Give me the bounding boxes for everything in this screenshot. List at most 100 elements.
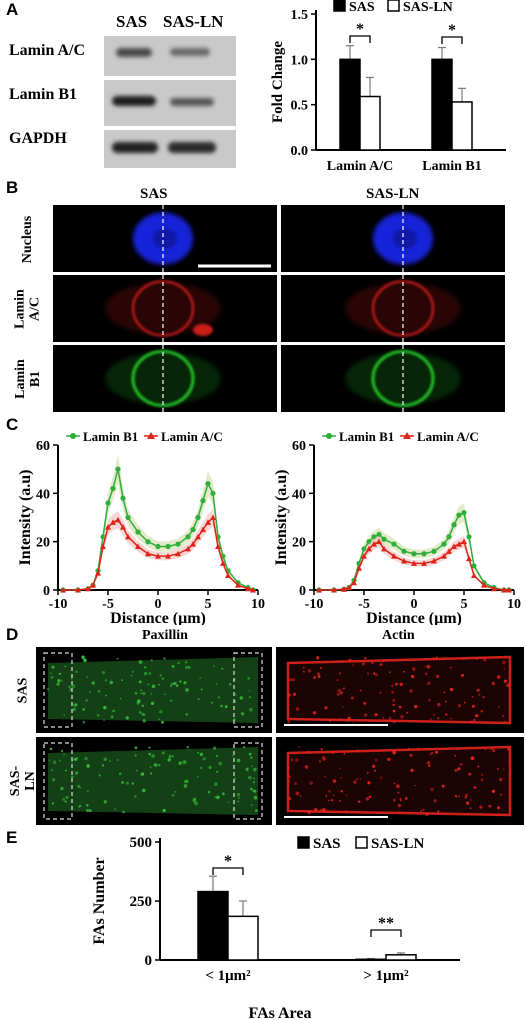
speckle: [496, 767, 500, 770]
panel-c-label: C: [6, 415, 19, 434]
speckle: [299, 795, 302, 797]
speckle: [159, 674, 162, 677]
roi-box: [43, 652, 73, 728]
speckle: [395, 682, 398, 686]
speckle: [374, 713, 378, 717]
significance-marker: *: [448, 22, 456, 39]
speckle: [236, 758, 241, 763]
speckle: [309, 781, 314, 785]
y-tick-label: 60: [36, 439, 50, 454]
speckle: [49, 672, 52, 675]
x-tick-label: 10: [251, 597, 265, 612]
speckle: [320, 808, 322, 811]
data-point: [376, 538, 382, 545]
speckle: [471, 704, 475, 708]
speckle: [138, 711, 142, 714]
speckle: [131, 670, 135, 673]
speckle: [338, 800, 341, 802]
speckle: [151, 754, 155, 758]
bar: [359, 95, 381, 151]
speckle: [424, 672, 428, 676]
speckle: [148, 746, 151, 749]
significance-bracket: [441, 36, 463, 44]
legend-marker: [147, 432, 155, 439]
speckle: [371, 661, 374, 665]
data-point: [175, 550, 181, 557]
speckle: [398, 811, 401, 814]
speckle: [348, 658, 352, 662]
speckle: [295, 791, 300, 796]
speckle: [164, 693, 166, 696]
data-point: [120, 495, 126, 501]
speckle: [424, 665, 427, 668]
series-line: [63, 515, 254, 591]
y-axis-label: Intensity (a.u): [17, 469, 34, 565]
data-point: [381, 545, 387, 552]
speckle: [213, 746, 217, 750]
data-point: [210, 490, 216, 496]
speckle: [432, 656, 435, 659]
significance-marker: *: [224, 853, 232, 870]
speckle: [430, 787, 434, 792]
data-point: [205, 519, 211, 525]
cytoplasm-stain: [345, 352, 461, 405]
speckle: [470, 799, 472, 801]
legend-swatch: [355, 836, 368, 849]
speckle: [247, 677, 250, 680]
speckle: [150, 693, 152, 695]
speckle: [470, 720, 474, 724]
speckle: [504, 656, 507, 659]
speckle: [288, 780, 291, 783]
speckle: [286, 766, 290, 770]
speckle: [445, 713, 448, 716]
data-point: [401, 548, 407, 554]
roi-box: [43, 742, 73, 820]
data-point: [155, 553, 161, 559]
speckle: [76, 757, 79, 759]
cell-outline: [286, 655, 512, 725]
speckle: [352, 722, 355, 724]
data-point: [431, 548, 437, 554]
bar: [431, 58, 453, 151]
speckle: [214, 796, 216, 798]
speckle: [313, 676, 316, 679]
roi-box: [233, 742, 263, 820]
speckle: [416, 748, 420, 751]
blot-strip-lamin-b1: [104, 80, 236, 126]
speckle: [393, 782, 396, 785]
speckle: [399, 797, 402, 800]
speckle: [148, 672, 151, 675]
speckle: [153, 763, 158, 767]
speckle: [400, 714, 404, 719]
speckle: [116, 657, 119, 660]
data-point: [115, 466, 121, 472]
speckle: [316, 656, 320, 660]
speckle: [492, 748, 496, 752]
data-point: [135, 543, 141, 549]
data-point: [411, 560, 417, 566]
speckle: [426, 761, 431, 765]
speckle: [48, 759, 51, 761]
speckle: [199, 752, 204, 757]
speckle: [435, 750, 439, 754]
speckle: [463, 701, 466, 704]
speckle: [158, 718, 160, 721]
speckle: [216, 795, 220, 800]
data-point: [456, 541, 462, 547]
speckle: [373, 672, 376, 675]
speckle: [365, 797, 370, 801]
speckle: [371, 764, 376, 768]
speckle: [65, 769, 67, 772]
speckle: [392, 719, 396, 724]
speckle: [86, 790, 89, 793]
chart-e: 0 250 500 FAs Number < 1μm² * > 1μm² ** SAS SAS-L…: [91, 835, 460, 1020]
speckle: [392, 703, 395, 706]
speckle: [171, 755, 174, 758]
speckle: [462, 657, 466, 660]
nuclear-envelope-stain: [371, 280, 435, 337]
speckle: [51, 778, 56, 782]
speckle: [254, 809, 258, 812]
speckle: [167, 758, 171, 762]
speckle: [174, 791, 177, 793]
speckle: [312, 711, 317, 715]
